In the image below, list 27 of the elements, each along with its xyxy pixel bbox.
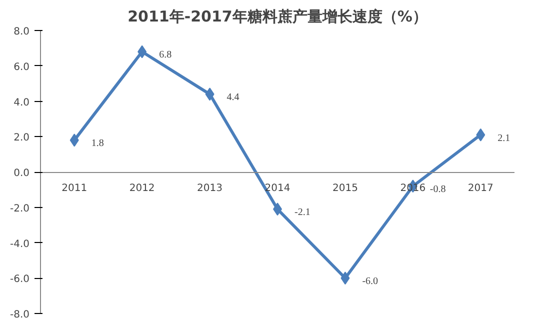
data-label: 4.4 — [226, 92, 240, 104]
data-label: 6.8 — [159, 50, 172, 61]
point — [476, 128, 486, 142]
data-label: -6.0 — [362, 276, 378, 288]
y-tick-label: 0.0 — [14, 168, 30, 179]
y-tick-label: 4.0 — [14, 97, 30, 108]
x-tick-label: 2017 — [468, 183, 494, 194]
point — [138, 45, 147, 58]
data-label: 2.1 — [498, 132, 510, 144]
y-tick-label: 6.0 — [14, 62, 30, 73]
y-tick-label: -2.0 — [10, 203, 30, 214]
y-tick-label: -6.0 — [10, 274, 30, 286]
chart-title: 2011年-2017年糖料蔗产量增长速度（%） — [128, 8, 428, 26]
x-tick-label: 2012 — [129, 183, 155, 194]
x-tick-label: 2013 — [197, 183, 223, 194]
y-tick-label: -4.0 — [10, 238, 30, 250]
x-tick-label: 2011 — [62, 183, 88, 194]
point — [205, 88, 214, 101]
data-label: -2.1 — [294, 207, 310, 218]
point — [70, 134, 79, 147]
y-tick-label: 2.0 — [14, 132, 30, 144]
point — [340, 272, 350, 285]
y-tick-label: 8.0 — [14, 26, 30, 38]
data-label: -0.8 — [430, 184, 446, 196]
x-tick-label: 2015 — [332, 183, 358, 194]
y-tick-label: -8.0 — [10, 310, 30, 320]
data-label: 1.8 — [91, 138, 104, 150]
